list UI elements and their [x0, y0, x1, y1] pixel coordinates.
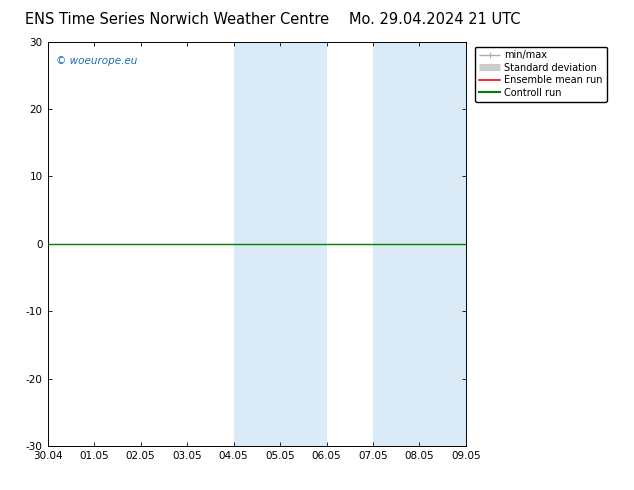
Bar	[280, 42, 327, 446]
Text: ENS Time Series Norwich Weather Centre: ENS Time Series Norwich Weather Centre	[25, 12, 330, 27]
Text: Mo. 29.04.2024 21 UTC: Mo. 29.04.2024 21 UTC	[349, 12, 520, 27]
Text: © woeurope.eu: © woeurope.eu	[56, 56, 138, 66]
Bar	[420, 42, 466, 446]
Bar	[233, 42, 280, 446]
Legend: min/max, Standard deviation, Ensemble mean run, Controll run: min/max, Standard deviation, Ensemble me…	[475, 47, 607, 101]
Bar	[373, 42, 420, 446]
